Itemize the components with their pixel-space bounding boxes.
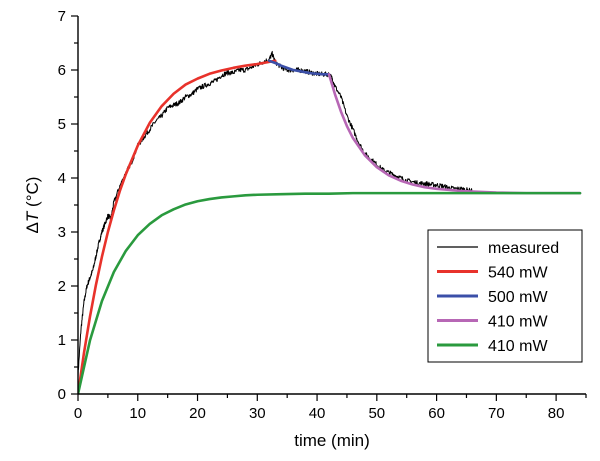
y-tick-label: 3: [58, 224, 66, 241]
x-tick-label: 60: [428, 405, 445, 422]
y-tick-label: 4: [58, 170, 66, 187]
y-tick-label: 2: [58, 278, 66, 295]
x-tick-label: 30: [249, 405, 266, 422]
x-tick-label: 70: [488, 405, 505, 422]
y-tick-label: 0: [58, 386, 66, 403]
series-line-410-mw-3: [327, 73, 582, 195]
series-line-410-mw-4: [78, 191, 582, 394]
x-tick-label: 80: [548, 405, 565, 422]
x-axis-title: time (min): [294, 431, 370, 450]
x-tick-label: 50: [368, 405, 385, 422]
y-tick-label: 1: [58, 332, 66, 349]
x-tick-label: 40: [309, 405, 326, 422]
legend-label-410-mw-4: 410 mW: [488, 338, 548, 355]
legend-label-measured-0: measured: [488, 240, 559, 257]
y-axis-title: ΔT (°C): [23, 177, 42, 234]
legend-label-500-mw-2: 500 mW: [488, 289, 548, 306]
y-tick-label: 5: [58, 116, 66, 133]
series-layer: [78, 50, 582, 394]
x-tick-label: 0: [74, 405, 82, 422]
y-tick-label: 6: [58, 62, 66, 79]
series-line-500-mw-2: [267, 59, 331, 76]
legend-label-540-mw-1: 540 mW: [488, 265, 548, 282]
y-tick-label: 7: [58, 8, 66, 25]
series-line-measured: [78, 50, 473, 378]
x-tick-label: 20: [189, 405, 206, 422]
series-line-540-mw-1: [78, 59, 277, 394]
y-axis-title-symbol: Δ: [23, 222, 42, 233]
y-axis-title-unit: (°C): [23, 177, 42, 212]
y-axis-title-variable: T: [23, 210, 42, 222]
x-tick-label: 10: [129, 405, 146, 422]
legend-label-410-mw-3: 410 mW: [488, 314, 548, 331]
axes: 0 10 20 30 40 50 60 70 80 0 1 2 3 4 5 6 7 time (min) ΔT (°…: [23, 8, 587, 450]
legend: measured 540 mW 500 mW 410 mW 410 mW: [427, 229, 583, 363]
